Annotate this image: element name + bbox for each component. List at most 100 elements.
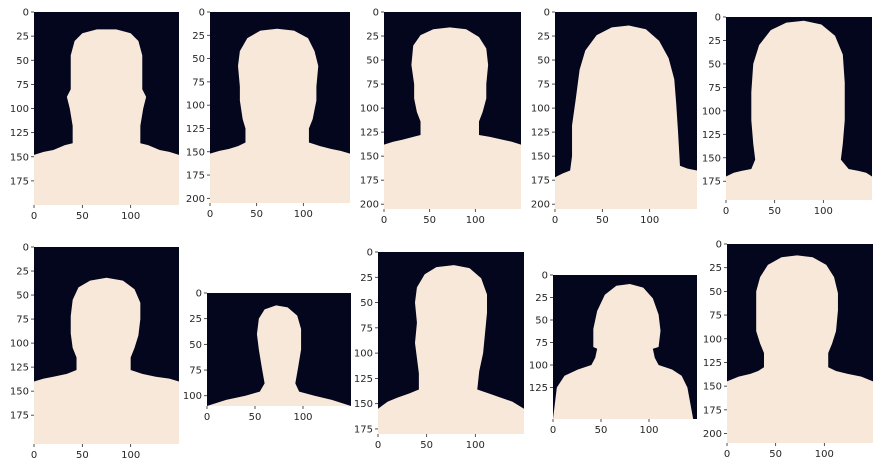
y-tick-label: 150	[360, 152, 379, 163]
mask-axes-3: 0 50 100 0 25 50 75 100 125 150 175 200	[360, 8, 521, 226]
y-tick-label: 100	[703, 334, 722, 345]
mask-panel-7: 0 50 100 0 25 50 75 100	[180, 237, 352, 467]
y-tick-label: 150	[10, 387, 29, 398]
mask-panel-2: 0 50 100 0 25 50 75 100 125 150 175 200	[180, 0, 355, 225]
y-tick-label: 175	[10, 411, 29, 422]
y-tick-label: 150	[10, 152, 29, 163]
y-tick-label: 150	[703, 382, 722, 393]
y-tick-label: 75	[360, 323, 373, 334]
y-tick-label: 50	[192, 54, 205, 65]
y-tick-label: 0	[542, 271, 548, 282]
y-tick-label: 100	[531, 104, 550, 115]
x-tick-label: 100	[293, 412, 312, 423]
y-tick-label: 200	[186, 194, 205, 205]
x-tick-label: 100	[294, 209, 313, 220]
y-tick-label: 75	[192, 77, 205, 88]
y-tick-label: 0	[23, 8, 29, 19]
y-tick-label: 75	[366, 80, 379, 91]
y-tick-label: 50	[537, 56, 550, 67]
y-tick-label: 0	[23, 243, 29, 254]
y-tick-label: 125	[703, 358, 722, 369]
x-tick-label: 100	[814, 206, 833, 217]
y-tick-label: 100	[529, 361, 548, 372]
x-tick-label: 50	[596, 215, 609, 226]
mask-axes-6: 0 50 100 0 25 50 75 100 125 150 175	[10, 243, 179, 461]
y-tick-label: 50	[16, 56, 29, 67]
y-tick-label: 25	[537, 32, 550, 43]
y-tick-label: 175	[531, 176, 550, 187]
y-tick-label: 50	[535, 316, 548, 327]
x-tick-label: 0	[723, 206, 729, 217]
x-tick-label: 0	[31, 450, 37, 461]
x-tick-label: 100	[466, 440, 485, 451]
mask-panel-10: 0 50 100 0 25 50 75 100 125 150 175 200	[698, 237, 875, 467]
y-tick-label: 175	[702, 177, 721, 188]
y-tick-label: 100	[360, 104, 379, 115]
mask-axes-4: 0 50 100 0 25 50 75 100 125 150 175 200	[531, 8, 697, 226]
x-tick-label: 50	[423, 215, 436, 226]
x-tick-label: 100	[815, 449, 834, 460]
y-tick-label: 50	[360, 298, 373, 309]
y-tick-label: 125	[702, 130, 721, 141]
x-tick-label: 100	[121, 211, 140, 222]
y-tick-label: 75	[708, 83, 721, 94]
y-tick-label: 175	[354, 424, 373, 435]
y-tick-label: 150	[531, 152, 550, 163]
x-tick-label: 50	[769, 449, 782, 460]
x-tick-label: 0	[31, 211, 37, 222]
x-tick-label: 50	[76, 450, 89, 461]
y-tick-label: 75	[16, 315, 29, 326]
y-tick-label: 75	[189, 366, 202, 377]
y-tick-label: 125	[360, 128, 379, 139]
y-tick-label: 200	[360, 200, 379, 211]
y-tick-label: 125	[354, 374, 373, 385]
y-tick-label: 100	[186, 101, 205, 112]
y-tick-label: 100	[702, 106, 721, 117]
mask-foreground-silhouette	[553, 284, 694, 419]
x-tick-label: 0	[552, 215, 558, 226]
mask-foreground-silhouette	[378, 265, 524, 434]
x-tick-label: 0	[207, 209, 213, 220]
mask-foreground-silhouette	[210, 28, 350, 203]
y-tick-label: 50	[16, 291, 29, 302]
y-tick-label: 175	[10, 176, 29, 187]
mask-foreground-silhouette	[384, 27, 521, 209]
x-tick-label: 100	[121, 450, 140, 461]
x-tick-label: 0	[375, 440, 381, 451]
x-tick-label: 0	[550, 425, 556, 436]
y-tick-label: 25	[16, 267, 29, 278]
x-tick-label: 50	[76, 211, 89, 222]
y-tick-label: 75	[709, 311, 722, 322]
y-tick-label: 150	[186, 147, 205, 158]
mask-foreground-silhouette	[555, 25, 697, 209]
mask-panel-9: 0 50 100 0 25 50 75 100 125	[526, 237, 698, 467]
y-tick-label: 100	[354, 349, 373, 360]
y-tick-label: 0	[715, 13, 721, 24]
mask-panel-6: 0 50 100 0 25 50 75 100 125 150 175	[0, 237, 180, 467]
mask-foreground-silhouette	[726, 20, 872, 200]
mask-axes-8: 0 50 100 0 25 50 75 100 125 150 175	[354, 248, 524, 451]
y-tick-label: 25	[189, 314, 202, 325]
y-tick-label: 50	[366, 56, 379, 67]
x-tick-label: 50	[595, 425, 608, 436]
y-tick-label: 25	[360, 273, 373, 284]
y-tick-label: 125	[529, 383, 548, 394]
y-tick-label: 50	[709, 287, 722, 298]
y-tick-label: 125	[10, 128, 29, 139]
mask-panel-3: 0 50 100 0 25 50 75 100 125 150 175 200	[355, 0, 530, 226]
y-tick-label: 100	[10, 339, 29, 350]
x-tick-label: 100	[639, 425, 658, 436]
mask-foreground-silhouette	[34, 277, 179, 444]
x-tick-label: 50	[768, 206, 781, 217]
y-tick-label: 25	[709, 263, 722, 274]
mask-foreground-silhouette	[207, 305, 351, 406]
mask-foreground-silhouette	[34, 29, 179, 205]
y-tick-label: 175	[186, 171, 205, 182]
x-tick-label: 50	[250, 209, 263, 220]
mask-axes-5: 0 50 100 0 25 50 75 100 125 150 175	[702, 13, 872, 217]
x-tick-label: 100	[640, 215, 659, 226]
mask-axes-2: 0 50 100 0 25 50 75 100 125 150 175 200	[186, 8, 350, 220]
y-tick-label: 0	[373, 8, 379, 19]
x-tick-label: 100	[466, 215, 485, 226]
